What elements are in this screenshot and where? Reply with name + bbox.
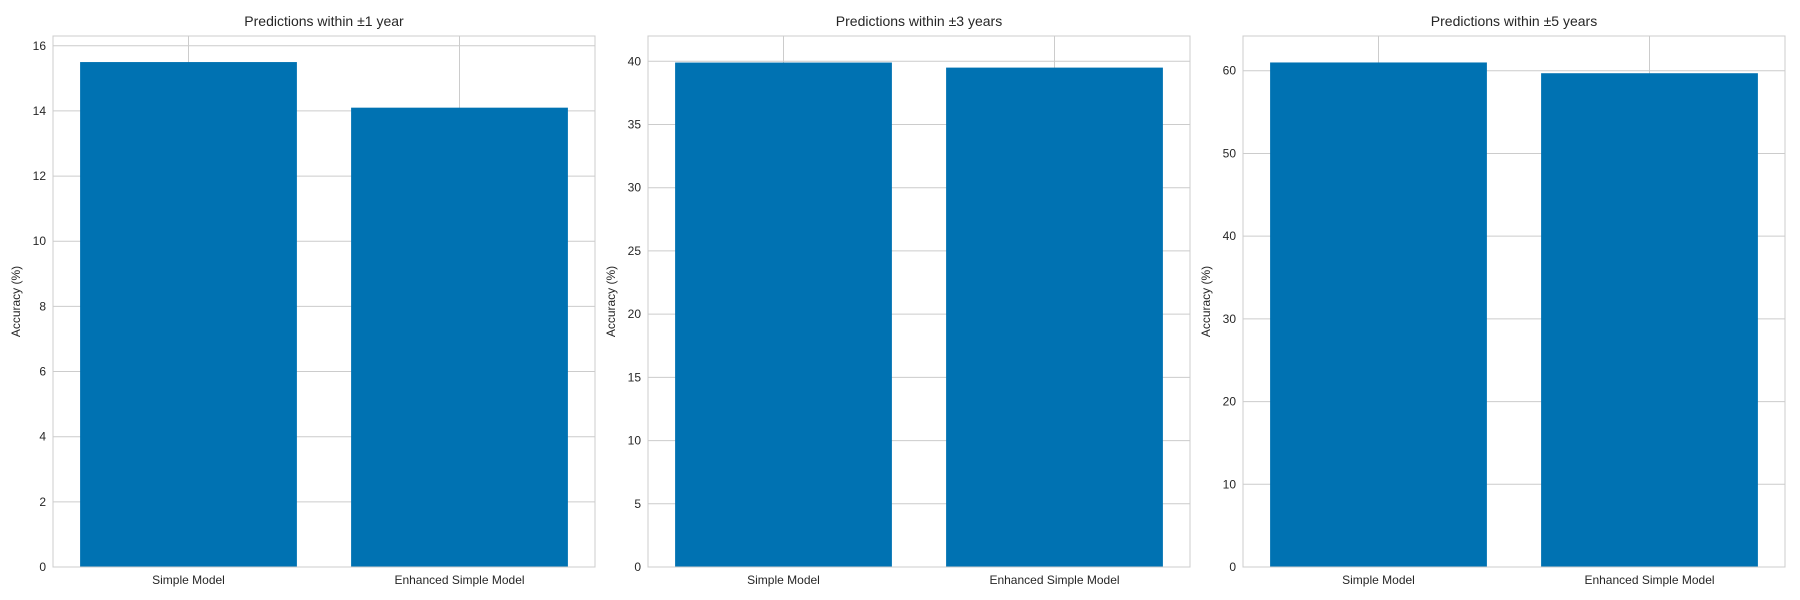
y-tick-label: 0 [39, 560, 46, 574]
bar [1270, 62, 1487, 568]
y-tick-label: 20 [1223, 395, 1237, 409]
y-tick-label: 10 [628, 434, 642, 448]
bar [675, 62, 892, 568]
y-tick-label: 10 [1223, 477, 1237, 491]
x-tick-label: Simple Model [747, 573, 820, 587]
y-tick-label: 30 [628, 181, 642, 195]
y-tick-label: 30 [1223, 312, 1237, 326]
x-tick-label: Enhanced Simple Model [989, 573, 1119, 587]
chart-panel-3: 0 10 20 30 40 50 60 Simple Model Enhanced Simple… [1199, 13, 1786, 587]
y-axis-label: Accuracy (%) [604, 266, 618, 337]
y-tick-label: 5 [634, 497, 641, 511]
y-axis-label: Accuracy (%) [1199, 266, 1213, 337]
y-tick-label: 60 [1223, 64, 1237, 78]
bar [351, 107, 568, 568]
y-tick-label: 16 [33, 39, 47, 53]
chart-title: Predictions within ±1 year [244, 13, 404, 29]
chart-panel-2: 0 5 10 15 20 25 30 35 40 Simple Model Enhanced Sim… [604, 13, 1191, 587]
y-tick-label: 2 [39, 495, 46, 509]
y-tick-label: 8 [39, 299, 46, 313]
plot-frame [1242, 35, 1786, 568]
x-tick-label: Simple Model [152, 573, 225, 587]
x-tick-label: Enhanced Simple Model [394, 573, 524, 587]
y-tick-label: 40 [628, 54, 642, 68]
y-tick-label: 25 [628, 244, 642, 258]
y-tick-label: 12 [33, 169, 47, 183]
chart-title: Predictions within ±5 years [1431, 13, 1597, 29]
y-tick-label: 14 [33, 104, 47, 118]
y-tick-label: 40 [1223, 229, 1237, 243]
chart-title: Predictions within ±3 years [836, 13, 1002, 29]
y-tick-label: 35 [628, 118, 642, 132]
y-tick-label: 0 [1229, 560, 1236, 574]
y-tick-label: 6 [39, 365, 46, 379]
x-tick-label: Simple Model [1342, 573, 1415, 587]
y-tick-label: 15 [628, 370, 642, 384]
plot-frame [647, 35, 1191, 568]
y-tick-label: 4 [39, 430, 46, 444]
bar [1541, 73, 1758, 567]
y-tick-label: 10 [33, 234, 47, 248]
bar [946, 67, 1163, 567]
chart-panel-1: 0 2 4 6 8 10 12 14 16 Simple Model Enhanced Simple… [9, 13, 596, 587]
y-tick-label: 20 [628, 307, 642, 321]
x-tick-label: Enhanced Simple Model [1584, 573, 1714, 587]
plot-frame [52, 35, 596, 568]
bar [80, 62, 297, 568]
y-axis-label: Accuracy (%) [9, 266, 23, 337]
y-tick-label: 50 [1223, 146, 1237, 160]
y-tick-label: 0 [634, 560, 641, 574]
